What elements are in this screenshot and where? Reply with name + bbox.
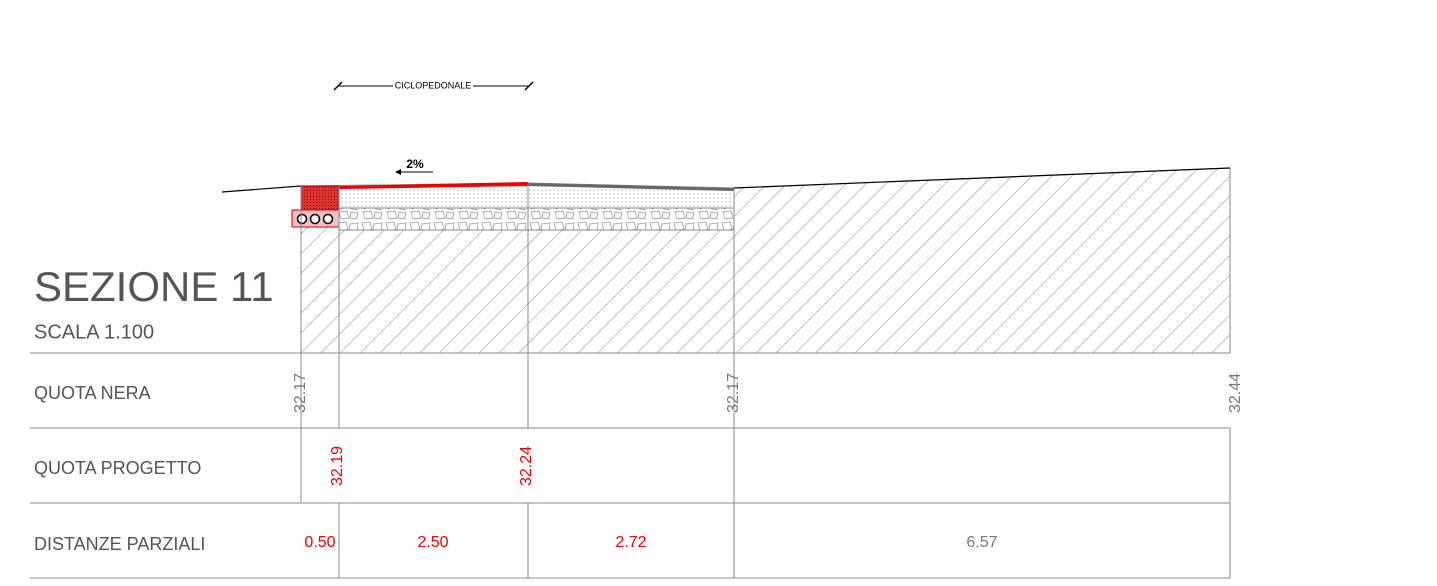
section-title: SEZIONE 11: [34, 263, 274, 310]
dimension-tick: [333, 81, 343, 91]
distance: 0.50: [304, 534, 335, 551]
elevation: 32.44: [1227, 373, 1244, 413]
dimension-tick: [524, 81, 534, 91]
ground-line: [221, 185, 302, 193]
elevation: 32.17: [292, 373, 309, 413]
design-elevation: 32.24: [518, 446, 535, 486]
layer-gravel-texture: [339, 208, 734, 230]
ground-line: [733, 167, 1231, 189]
design-elevation: 32.19: [329, 446, 346, 486]
pipe: [309, 213, 321, 225]
row-label: QUOTA PROGETTO: [34, 458, 201, 478]
curb: [300, 185, 340, 211]
slope-label: 2%: [406, 157, 424, 171]
elevation: 32.17: [725, 373, 742, 413]
pipe: [322, 213, 334, 225]
distance: 2.50: [417, 534, 448, 551]
dimension-label: CICLOPEDONALE: [395, 80, 472, 90]
row-label: DISTANZE PARZIALI: [34, 534, 205, 554]
cycle-path-surface: [339, 182, 528, 189]
pipe: [296, 213, 308, 225]
slope-arrowhead: [395, 169, 401, 175]
table-grid: [30, 183, 1231, 579]
distance: 6.57: [966, 534, 997, 551]
row-label: QUOTA NERA: [34, 383, 151, 403]
asphalt: [528, 183, 734, 191]
distance: 2.72: [615, 534, 646, 551]
scale-label: SCALA 1.100: [34, 321, 154, 343]
